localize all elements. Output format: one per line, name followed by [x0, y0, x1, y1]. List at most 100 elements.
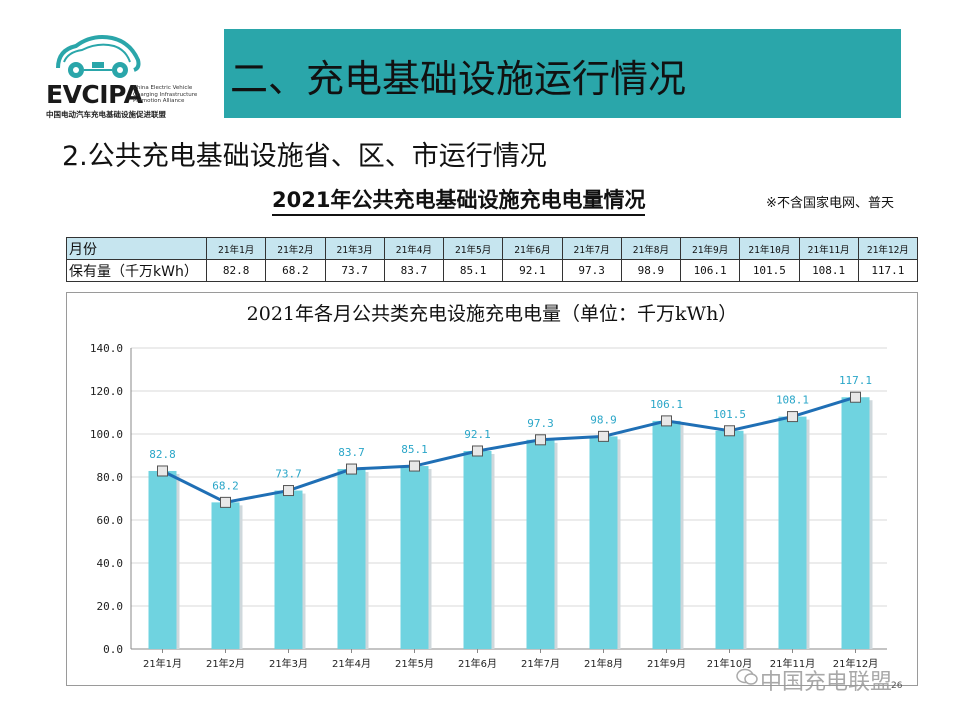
- bar: [337, 469, 366, 649]
- line-marker: [346, 463, 357, 475]
- line-marker: [283, 485, 294, 497]
- bar: [463, 450, 492, 649]
- table-value-row: 保有量（千万kWh） 82.8 68.2 73.7 83.7 85.1 92.1 97.3 9…: [66, 259, 919, 282]
- bar: [841, 397, 870, 649]
- line-marker: [409, 460, 420, 472]
- table-value-cell: 101.5: [739, 259, 800, 282]
- bar: [652, 420, 681, 649]
- data-label: 97.3: [527, 417, 554, 430]
- x-tick-label: 21年5月: [395, 657, 434, 670]
- data-label: 117.1: [839, 374, 872, 387]
- page-number: 26: [891, 681, 903, 691]
- table-title: 2021年公共充电基础设施充电电量情况: [272, 186, 646, 216]
- line-marker: [787, 411, 798, 423]
- bar: [589, 436, 618, 649]
- line-marker: [661, 415, 672, 427]
- table-header-row: 月份 21年1月 21年2月 21年3月 21年4月 21年5月 21年6月 21年7月 21…: [66, 237, 919, 260]
- bar: [274, 490, 303, 649]
- bar: [148, 470, 177, 649]
- logo-brand: EVCIPA: [46, 80, 143, 109]
- y-tick-label: 0.0: [103, 643, 123, 656]
- bar: [211, 502, 240, 649]
- table-month-cell: 21年10月: [739, 237, 800, 260]
- watermark: 中国充电联盟: [760, 670, 893, 695]
- x-tick-label: 21年4月: [332, 657, 371, 670]
- data-label: 98.9: [590, 413, 617, 426]
- line-marker: [535, 434, 546, 446]
- x-tick-label: 21年9月: [647, 657, 686, 670]
- y-tick-label: 80.0: [97, 471, 124, 484]
- x-tick-label: 21年7月: [521, 657, 560, 670]
- table-value-cell: 108.1: [798, 259, 859, 282]
- data-label: 85.1: [401, 443, 428, 456]
- table-month-cell: 21年2月: [265, 237, 326, 260]
- x-tick-label: 21年3月: [269, 657, 308, 670]
- table-value-cell: 106.1: [679, 259, 741, 282]
- bar: [526, 439, 555, 649]
- table-month-cell: 21年4月: [383, 237, 445, 260]
- bar: [400, 466, 429, 649]
- table-month-cell: 21年1月: [205, 237, 267, 260]
- x-tick-label: 21年12月: [833, 657, 878, 670]
- table-note: ※不含国家电网、普天: [766, 196, 894, 211]
- data-label: 92.1: [464, 428, 491, 441]
- y-tick-label: 60.0: [97, 514, 124, 527]
- data-label: 73.7: [275, 468, 302, 481]
- section-subtitle: 2.公共充电基础设施省、区、市运行情况: [62, 141, 547, 172]
- bar: [778, 416, 807, 649]
- table-month-cell: 21年11月: [798, 237, 859, 260]
- table-month-cell: 21年3月: [324, 237, 385, 260]
- chart-panel: 2021年各月公共类充电设施充电电量（单位：千万kWh） 0.0 20.0 40.0…: [66, 292, 918, 686]
- data-label: 106.1: [650, 398, 683, 411]
- data-label: 83.7: [338, 446, 365, 459]
- bar-line-chart: 0.0 20.0 40.0 60.0 80.0 100.0 120.0 140.0 21年1月 2…: [90, 342, 887, 670]
- table-value-cell: 117.1: [857, 259, 919, 282]
- logo-english: China Electric Vehicle Charging Infrastr…: [133, 85, 198, 104]
- y-tick-label: 100.0: [90, 428, 123, 441]
- x-tick-label: 21年2月: [206, 657, 245, 670]
- y-tick-label: 140.0: [90, 342, 123, 355]
- x-tick-label: 21年1月: [143, 657, 182, 670]
- page-title: 二、充电基础设施运行情况: [230, 57, 687, 101]
- table-value-cell: 85.1: [442, 259, 504, 282]
- line-marker: [220, 496, 231, 508]
- line-marker: [472, 445, 483, 457]
- bar: [715, 430, 744, 649]
- table-month-cell: 21年9月: [679, 237, 741, 260]
- x-tick-label: 21年8月: [584, 657, 623, 670]
- x-tick-label: 21年6月: [458, 657, 497, 670]
- x-tick-label: 21年11月: [770, 657, 815, 670]
- data-label: 108.1: [776, 394, 809, 407]
- table-value-cell: 83.7: [383, 259, 445, 282]
- table-month-cell: 21年6月: [502, 237, 563, 260]
- line-marker: [598, 430, 609, 442]
- table-value-cell: 73.7: [324, 259, 385, 282]
- row-value-label: 保有量（千万kWh）: [66, 259, 207, 282]
- table-value-cell: 68.2: [265, 259, 326, 282]
- table-value-cell: 82.8: [205, 259, 267, 282]
- data-table: 月份 21年1月 21年2月 21年3月 21年4月 21年5月 21年6月 21年7月 21…: [66, 237, 919, 282]
- line-marker: [724, 425, 735, 437]
- line-marker: [157, 465, 168, 477]
- table-month-cell: 21年8月: [620, 237, 682, 260]
- data-label: 101.5: [713, 408, 746, 421]
- wechat-icon: [736, 668, 758, 685]
- evcipa-logo: EVCIPA China Electric Vehicle Charging I…: [38, 28, 208, 120]
- car-plug-icon: [56, 35, 141, 78]
- table-value-cell: 97.3: [561, 259, 622, 282]
- table-value-cell: 92.1: [502, 259, 563, 282]
- table-month-cell: 21年7月: [561, 237, 622, 260]
- chart-title: 2021年各月公共类充电设施充电电量（单位：千万kWh）: [246, 303, 738, 325]
- table-month-cell: 21年12月: [857, 237, 919, 260]
- x-tick-label: 21年10月: [707, 657, 752, 670]
- series-line: [161, 395, 856, 504]
- y-tick-label: 20.0: [97, 600, 124, 613]
- logo-chinese: 中国电动汽车充电基础设施促进联盟: [46, 110, 166, 119]
- y-tick-label: 40.0: [97, 557, 124, 570]
- table-value-cell: 98.9: [620, 259, 682, 282]
- data-label: 68.2: [212, 479, 239, 492]
- line-marker: [850, 391, 861, 403]
- y-tick-label: 120.0: [90, 385, 123, 398]
- data-label: 82.8: [149, 448, 176, 461]
- header-bar: 二、充电基础设施运行情况: [224, 29, 901, 118]
